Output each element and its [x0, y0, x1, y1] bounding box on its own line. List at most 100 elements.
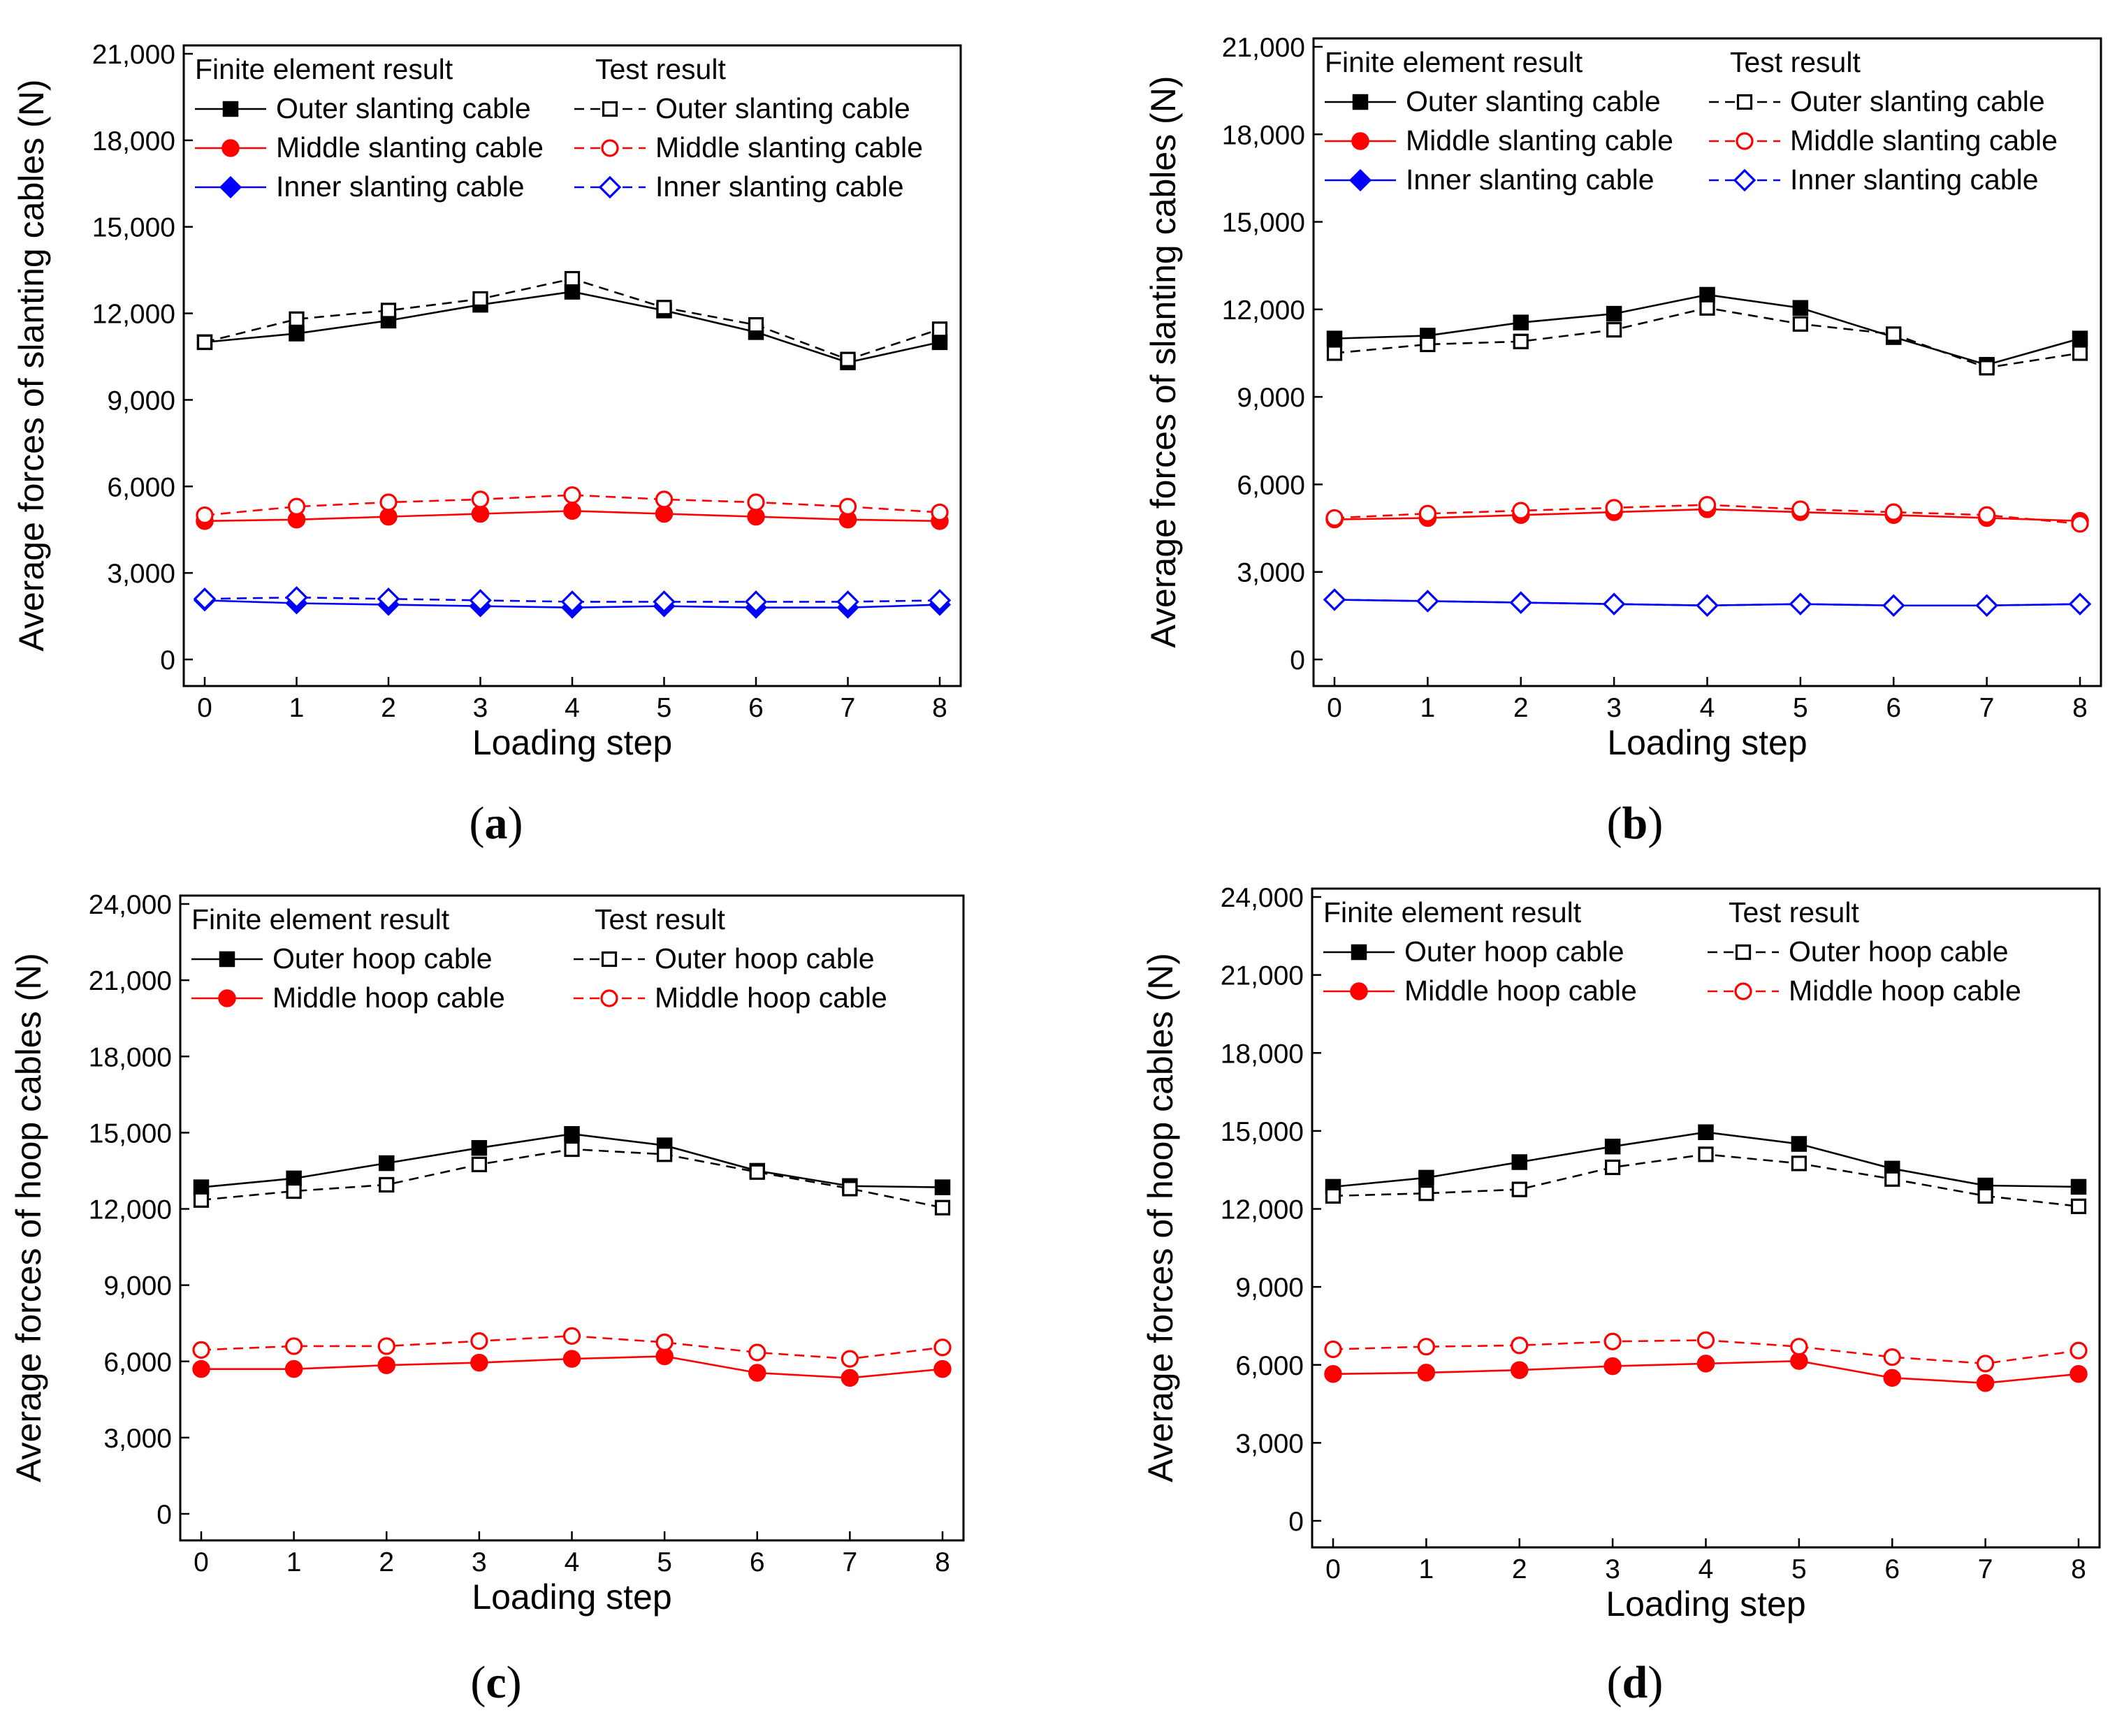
data-point: [1326, 330, 1343, 347]
data-point: [657, 1146, 673, 1162]
panel-label-paren: ): [1647, 798, 1663, 849]
data-point: [653, 590, 676, 613]
data-point: [1324, 1340, 1342, 1359]
y-tick-label: 24,000: [1221, 883, 1304, 913]
x-tick-label: 5: [657, 1547, 672, 1577]
data-point: [1791, 500, 1810, 518]
y-tick-label: 3,000: [1235, 1429, 1304, 1459]
data-point: [933, 1359, 952, 1378]
legend-header: Test result: [1730, 46, 1861, 78]
data-point: [748, 1343, 766, 1362]
x-tick-label: 8: [2072, 693, 2088, 723]
data-point: [379, 493, 398, 511]
x-tick-label: 5: [657, 693, 672, 723]
y-tick-label: 21,000: [1222, 33, 1305, 63]
data-point: [1884, 1171, 1900, 1187]
x-tick-label: 0: [1325, 1554, 1341, 1584]
data-point: [1605, 499, 1623, 517]
x-tick-label: 1: [289, 693, 305, 723]
legend-label: Outer slanting cable: [1406, 85, 1661, 117]
legend-label: Outer slanting cable: [1790, 85, 2045, 117]
data-point: [1325, 1188, 1341, 1204]
data-point: [1511, 1154, 1527, 1170]
data-point: [1606, 305, 1622, 322]
y-tick-label: 15,000: [1221, 1117, 1304, 1147]
data-point: [380, 302, 397, 319]
data-point: [1792, 316, 1808, 332]
legend-label: Inner slanting cable: [276, 170, 525, 203]
data-point: [1791, 1155, 1807, 1172]
data-point: [1789, 592, 1812, 615]
y-tick-label: 12,000: [92, 300, 175, 330]
data-point: [469, 589, 492, 612]
y-tick-label: 3,000: [1237, 558, 1305, 588]
data-point: [286, 1183, 302, 1199]
y-tick-label: 0: [1288, 1507, 1304, 1537]
legend: Finite element result Test result Outer ho…: [1323, 896, 2021, 1007]
panel-label-paren: ): [508, 798, 523, 849]
x-tick-label: 2: [379, 1547, 394, 1577]
panel-label-paren: (: [1607, 798, 1622, 849]
x-tick-label: 4: [1700, 693, 1715, 723]
legend-label: Inner slanting cable: [655, 170, 904, 203]
legend-marker: [1351, 132, 1369, 150]
data-point: [1418, 1169, 1434, 1186]
legend-label: Middle hoop cable: [1404, 975, 1637, 1007]
y-tick-label: 6,000: [1235, 1351, 1304, 1381]
panel-label: (d): [1607, 1657, 1664, 1708]
x-tick-label: 3: [1606, 693, 1622, 723]
data-point: [1976, 1374, 1995, 1392]
data-point: [2070, 1341, 2088, 1359]
data-point: [1979, 360, 1995, 376]
data-point: [934, 1179, 951, 1195]
panel-label-paren: ): [507, 1657, 522, 1708]
data-point: [1698, 1124, 1714, 1140]
y-tick-label: 6,000: [1237, 470, 1305, 500]
x-tick-label: 1: [1419, 1554, 1434, 1584]
data-point: [2070, 1365, 2088, 1383]
data-point: [747, 493, 765, 511]
data-point: [472, 291, 488, 307]
data-point: [1604, 1138, 1621, 1155]
data-point: [1696, 594, 1719, 618]
legend-marker: [602, 101, 618, 117]
data-point: [1513, 333, 1529, 349]
panel-label-paren: (: [470, 1657, 486, 1708]
x-tick-label: 6: [750, 1547, 765, 1577]
x-tick-label: 6: [748, 693, 764, 723]
legend-label: Middle slanting cable: [1790, 124, 2058, 156]
legend-label: Inner slanting cable: [1406, 163, 1654, 196]
y-tick-label: 6,000: [107, 472, 175, 502]
data-point: [2070, 1198, 2087, 1214]
legend-label: Middle hoop cable: [272, 982, 505, 1014]
data-point: [1326, 345, 1343, 361]
legend-marker: [219, 951, 235, 968]
data-point: [193, 588, 217, 611]
data-point: [192, 1341, 210, 1359]
x-tick-label: 7: [1979, 693, 1995, 723]
y-tick-label: 0: [157, 1500, 172, 1530]
panel-label: (c): [470, 1657, 521, 1708]
x-tick-label: 1: [286, 1547, 302, 1577]
data-point: [1792, 300, 1809, 316]
data-point: [377, 1356, 395, 1374]
data-point: [1420, 336, 1436, 353]
x-axis-label: Loading step: [472, 723, 672, 762]
series-finite-middle-slanting-cable: [196, 502, 949, 530]
data-point: [2068, 592, 2092, 615]
series-test-middle-hoop-cable: [1324, 1331, 2088, 1373]
legend-label: Middle slanting cable: [655, 131, 923, 163]
series-test-middle-slanting-cable: [1325, 496, 2089, 533]
y-tick-label: 9,000: [107, 386, 175, 416]
data-point: [564, 284, 581, 300]
data-point: [749, 1164, 765, 1180]
data-point: [471, 1139, 488, 1156]
data-point: [2070, 1179, 2087, 1195]
data-point: [1512, 502, 1530, 520]
data-point: [1605, 1159, 1621, 1176]
data-point: [1602, 592, 1626, 615]
data-point: [2072, 330, 2088, 347]
legend-label: Inner slanting cable: [1790, 163, 2039, 196]
legend-label: Outer slanting cable: [655, 92, 910, 124]
